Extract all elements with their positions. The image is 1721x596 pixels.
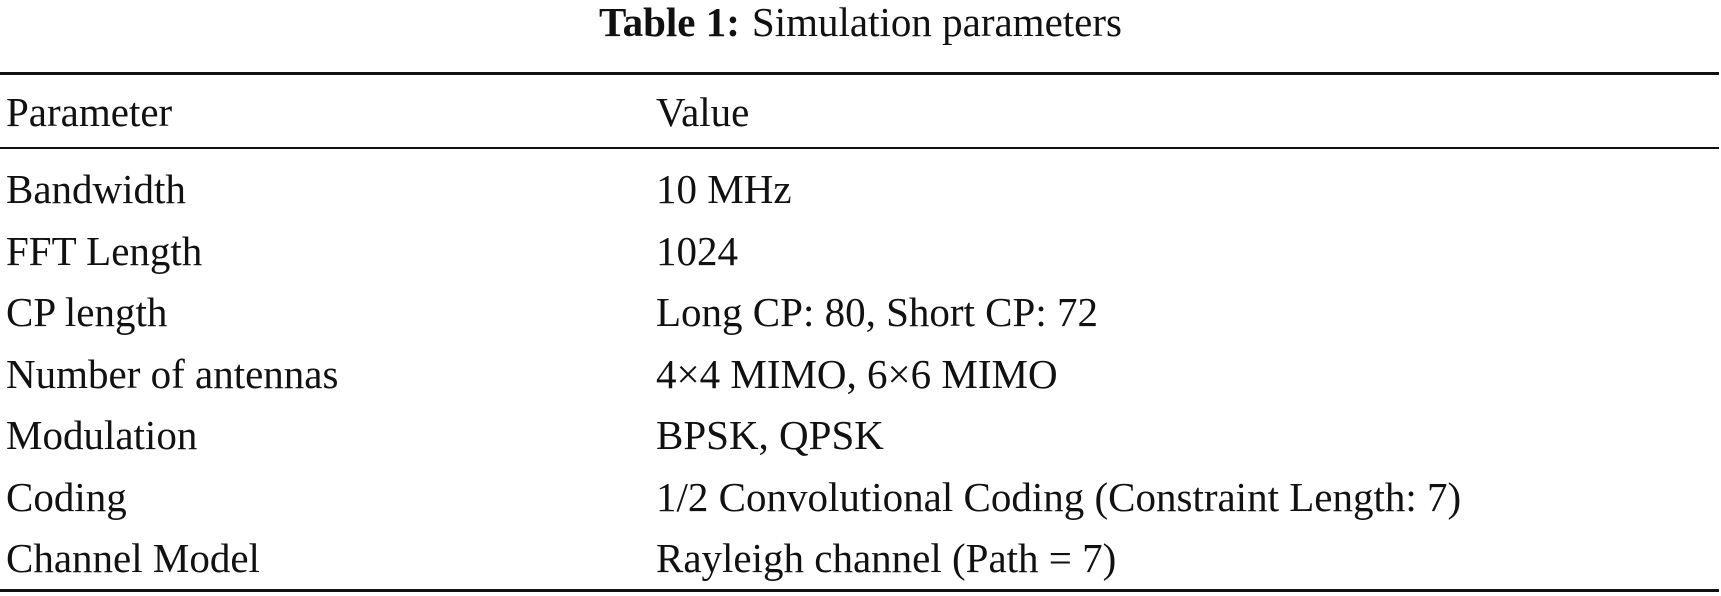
parameter-cell: Bandwidth bbox=[6, 166, 186, 212]
value-cell: Long CP: 80, Short CP: 72 bbox=[656, 289, 1098, 335]
parameter-cell: Channel Model bbox=[6, 535, 260, 581]
parameter-cell: CP length bbox=[6, 289, 168, 335]
value-cell: 1/2 Convolutional Coding (Constraint Len… bbox=[656, 473, 1462, 520]
value-cell: Rayleigh channel (Path = 7) bbox=[656, 535, 1117, 581]
header-cell: Value bbox=[656, 89, 750, 135]
caption-label: Table 1: bbox=[599, 0, 740, 45]
top-rule bbox=[0, 72, 1719, 75]
bottom-rule bbox=[0, 589, 1719, 592]
parameter-cell: Number of antennas bbox=[6, 350, 339, 397]
value-cell: 4×4 MIMO, 6×6 MIMO bbox=[656, 350, 1058, 397]
mid-rule bbox=[0, 147, 1719, 149]
value-cell: 1024 bbox=[656, 227, 738, 274]
table-caption: Table 1: Simulation parameters bbox=[0, 0, 1721, 44]
header-cell: Parameter bbox=[6, 89, 173, 135]
parameter-cell: Coding bbox=[6, 473, 127, 520]
value-cell: 10 MHz bbox=[656, 166, 792, 212]
value-cell: BPSK, QPSK bbox=[656, 412, 884, 458]
parameter-cell: FFT Length bbox=[6, 227, 203, 274]
parameter-cell: Modulation bbox=[6, 412, 198, 458]
caption-text: Simulation parameters bbox=[751, 0, 1122, 45]
